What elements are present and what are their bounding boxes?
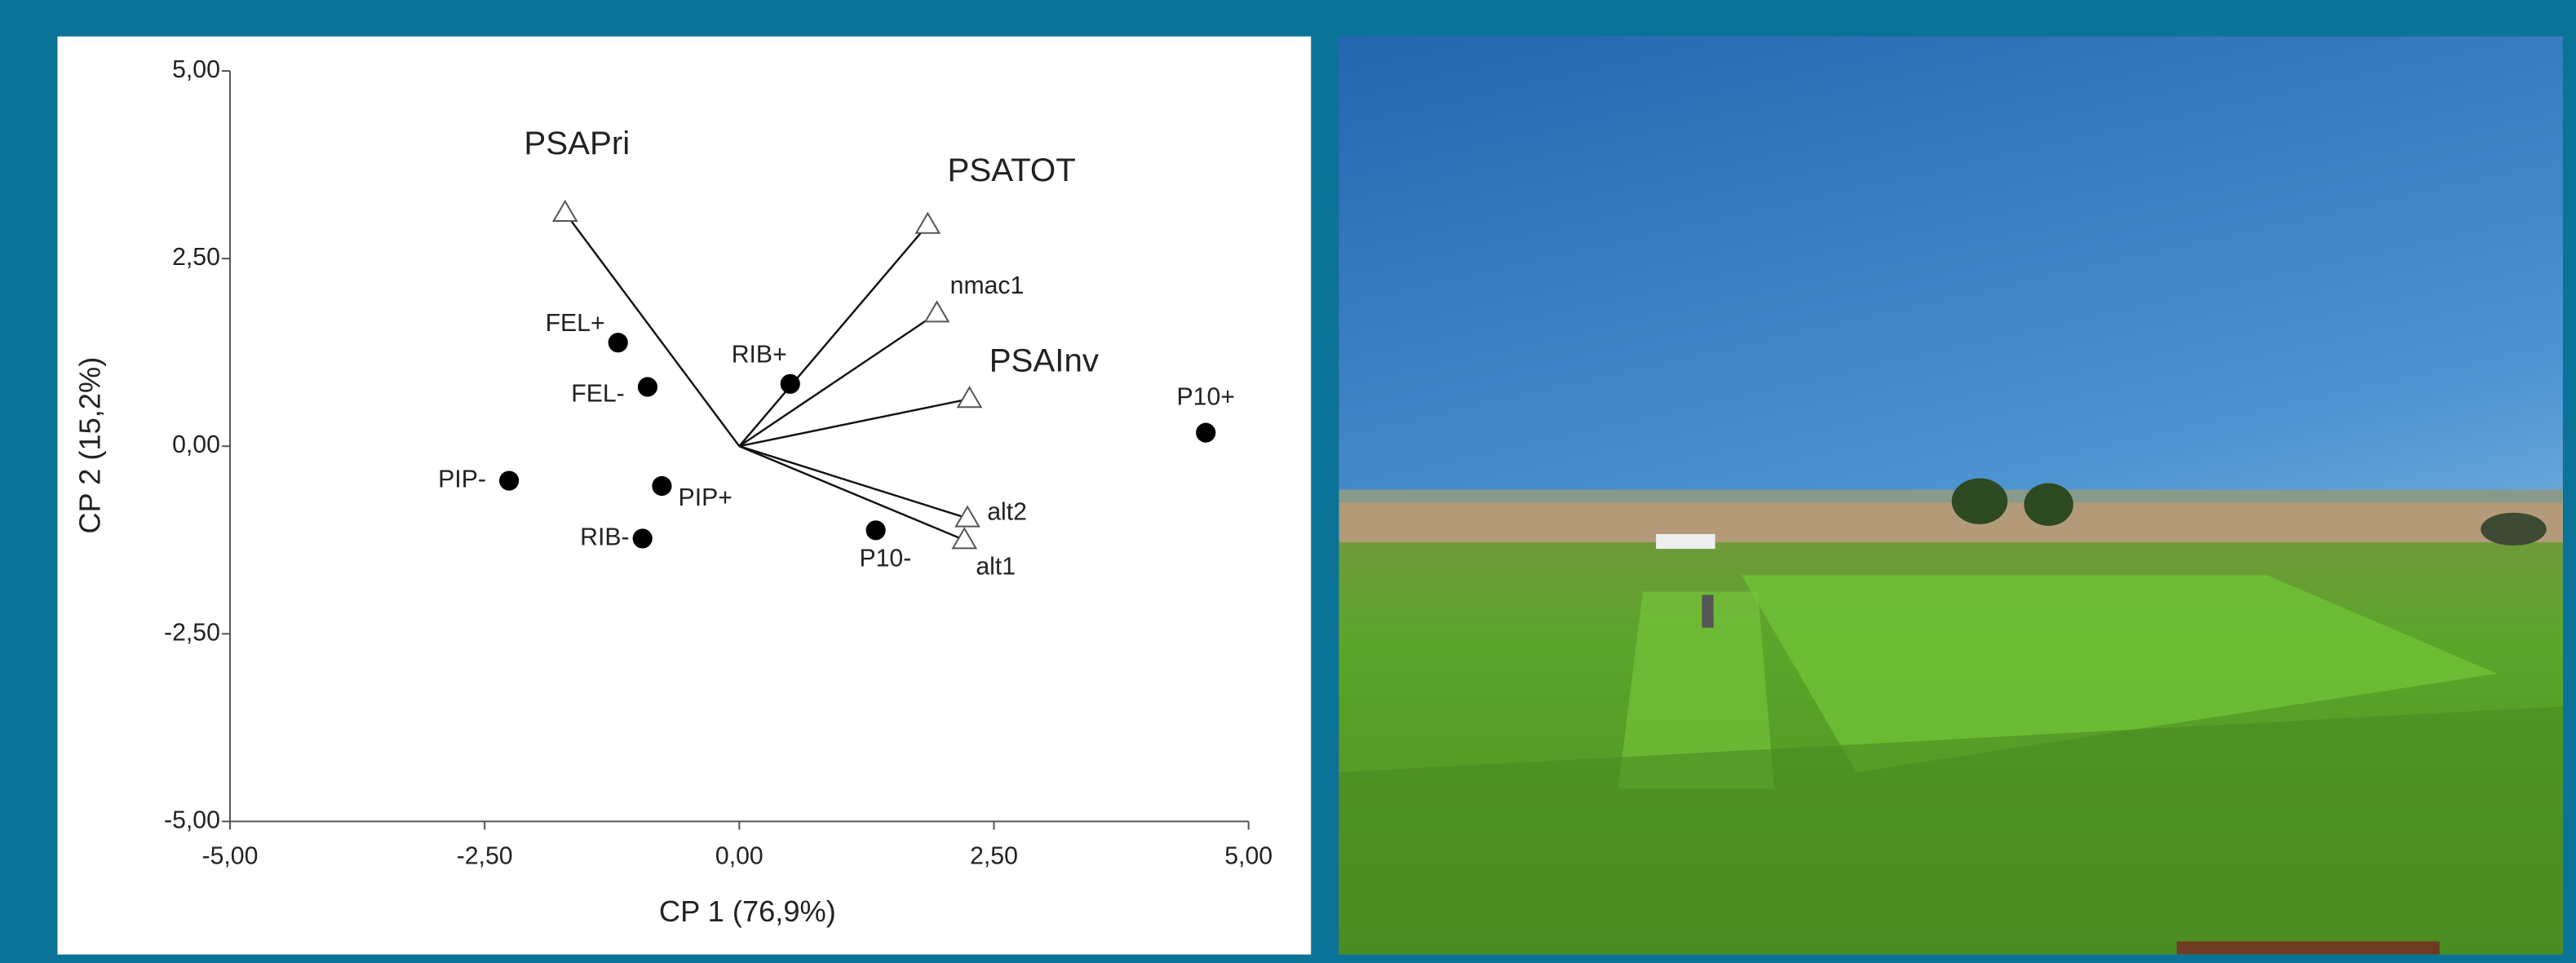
x-tick-label: 5,00 (1224, 843, 1273, 870)
point-label: FEL+ (546, 310, 605, 337)
vector-label: PSATOT (947, 152, 1075, 188)
vector (739, 398, 970, 448)
point (780, 373, 800, 394)
vector-head (956, 386, 983, 409)
y-tick-label: 5,00 (172, 56, 220, 83)
point (499, 470, 520, 491)
vector-head (951, 527, 978, 550)
y-tick-label: -2,50 (164, 619, 220, 646)
point (652, 475, 672, 497)
y-tick-label: 0,00 (172, 431, 220, 458)
x-tick-label: -2,50 (457, 843, 513, 870)
vector-label: alt1 (976, 553, 1016, 580)
vector-head (551, 199, 578, 223)
vector-label: PSAPri (524, 125, 630, 161)
vector (738, 445, 965, 541)
vector-head (954, 505, 980, 528)
vector (738, 312, 938, 448)
point (608, 333, 628, 353)
vector-head (914, 211, 941, 234)
x-axis-label: CP 1 (76,9%) (659, 895, 836, 928)
vector (738, 445, 968, 519)
vector-label: nmac1 (950, 272, 1025, 299)
point-label: P10+ (1177, 383, 1235, 410)
y-axis-label: CP 2 (15,2%) (73, 357, 106, 534)
x-tick-label: 2,50 (970, 843, 1018, 870)
field-photo (1339, 36, 2563, 955)
chart-panel (57, 36, 1312, 955)
x-tick-label: -5,00 (202, 843, 259, 870)
point-label: RIB+ (732, 342, 787, 369)
y-tick-label: 2,50 (172, 244, 220, 271)
vector-head (923, 300, 950, 323)
point (865, 520, 886, 541)
vector-label: PSAInv (989, 342, 1099, 379)
y-tick-label: -5,00 (164, 806, 220, 833)
x-tick-label: 0,00 (715, 843, 764, 870)
point (632, 528, 653, 549)
point-label: RIB- (580, 523, 629, 550)
vector-label: alt2 (987, 499, 1027, 526)
point-label: PIP- (438, 466, 486, 493)
point-label: FEL- (571, 381, 624, 408)
point (1196, 422, 1216, 443)
point-label: PIP+ (679, 484, 733, 511)
vector (738, 223, 929, 447)
vector (564, 212, 741, 447)
point-label: P10- (859, 546, 911, 572)
point (637, 377, 658, 397)
